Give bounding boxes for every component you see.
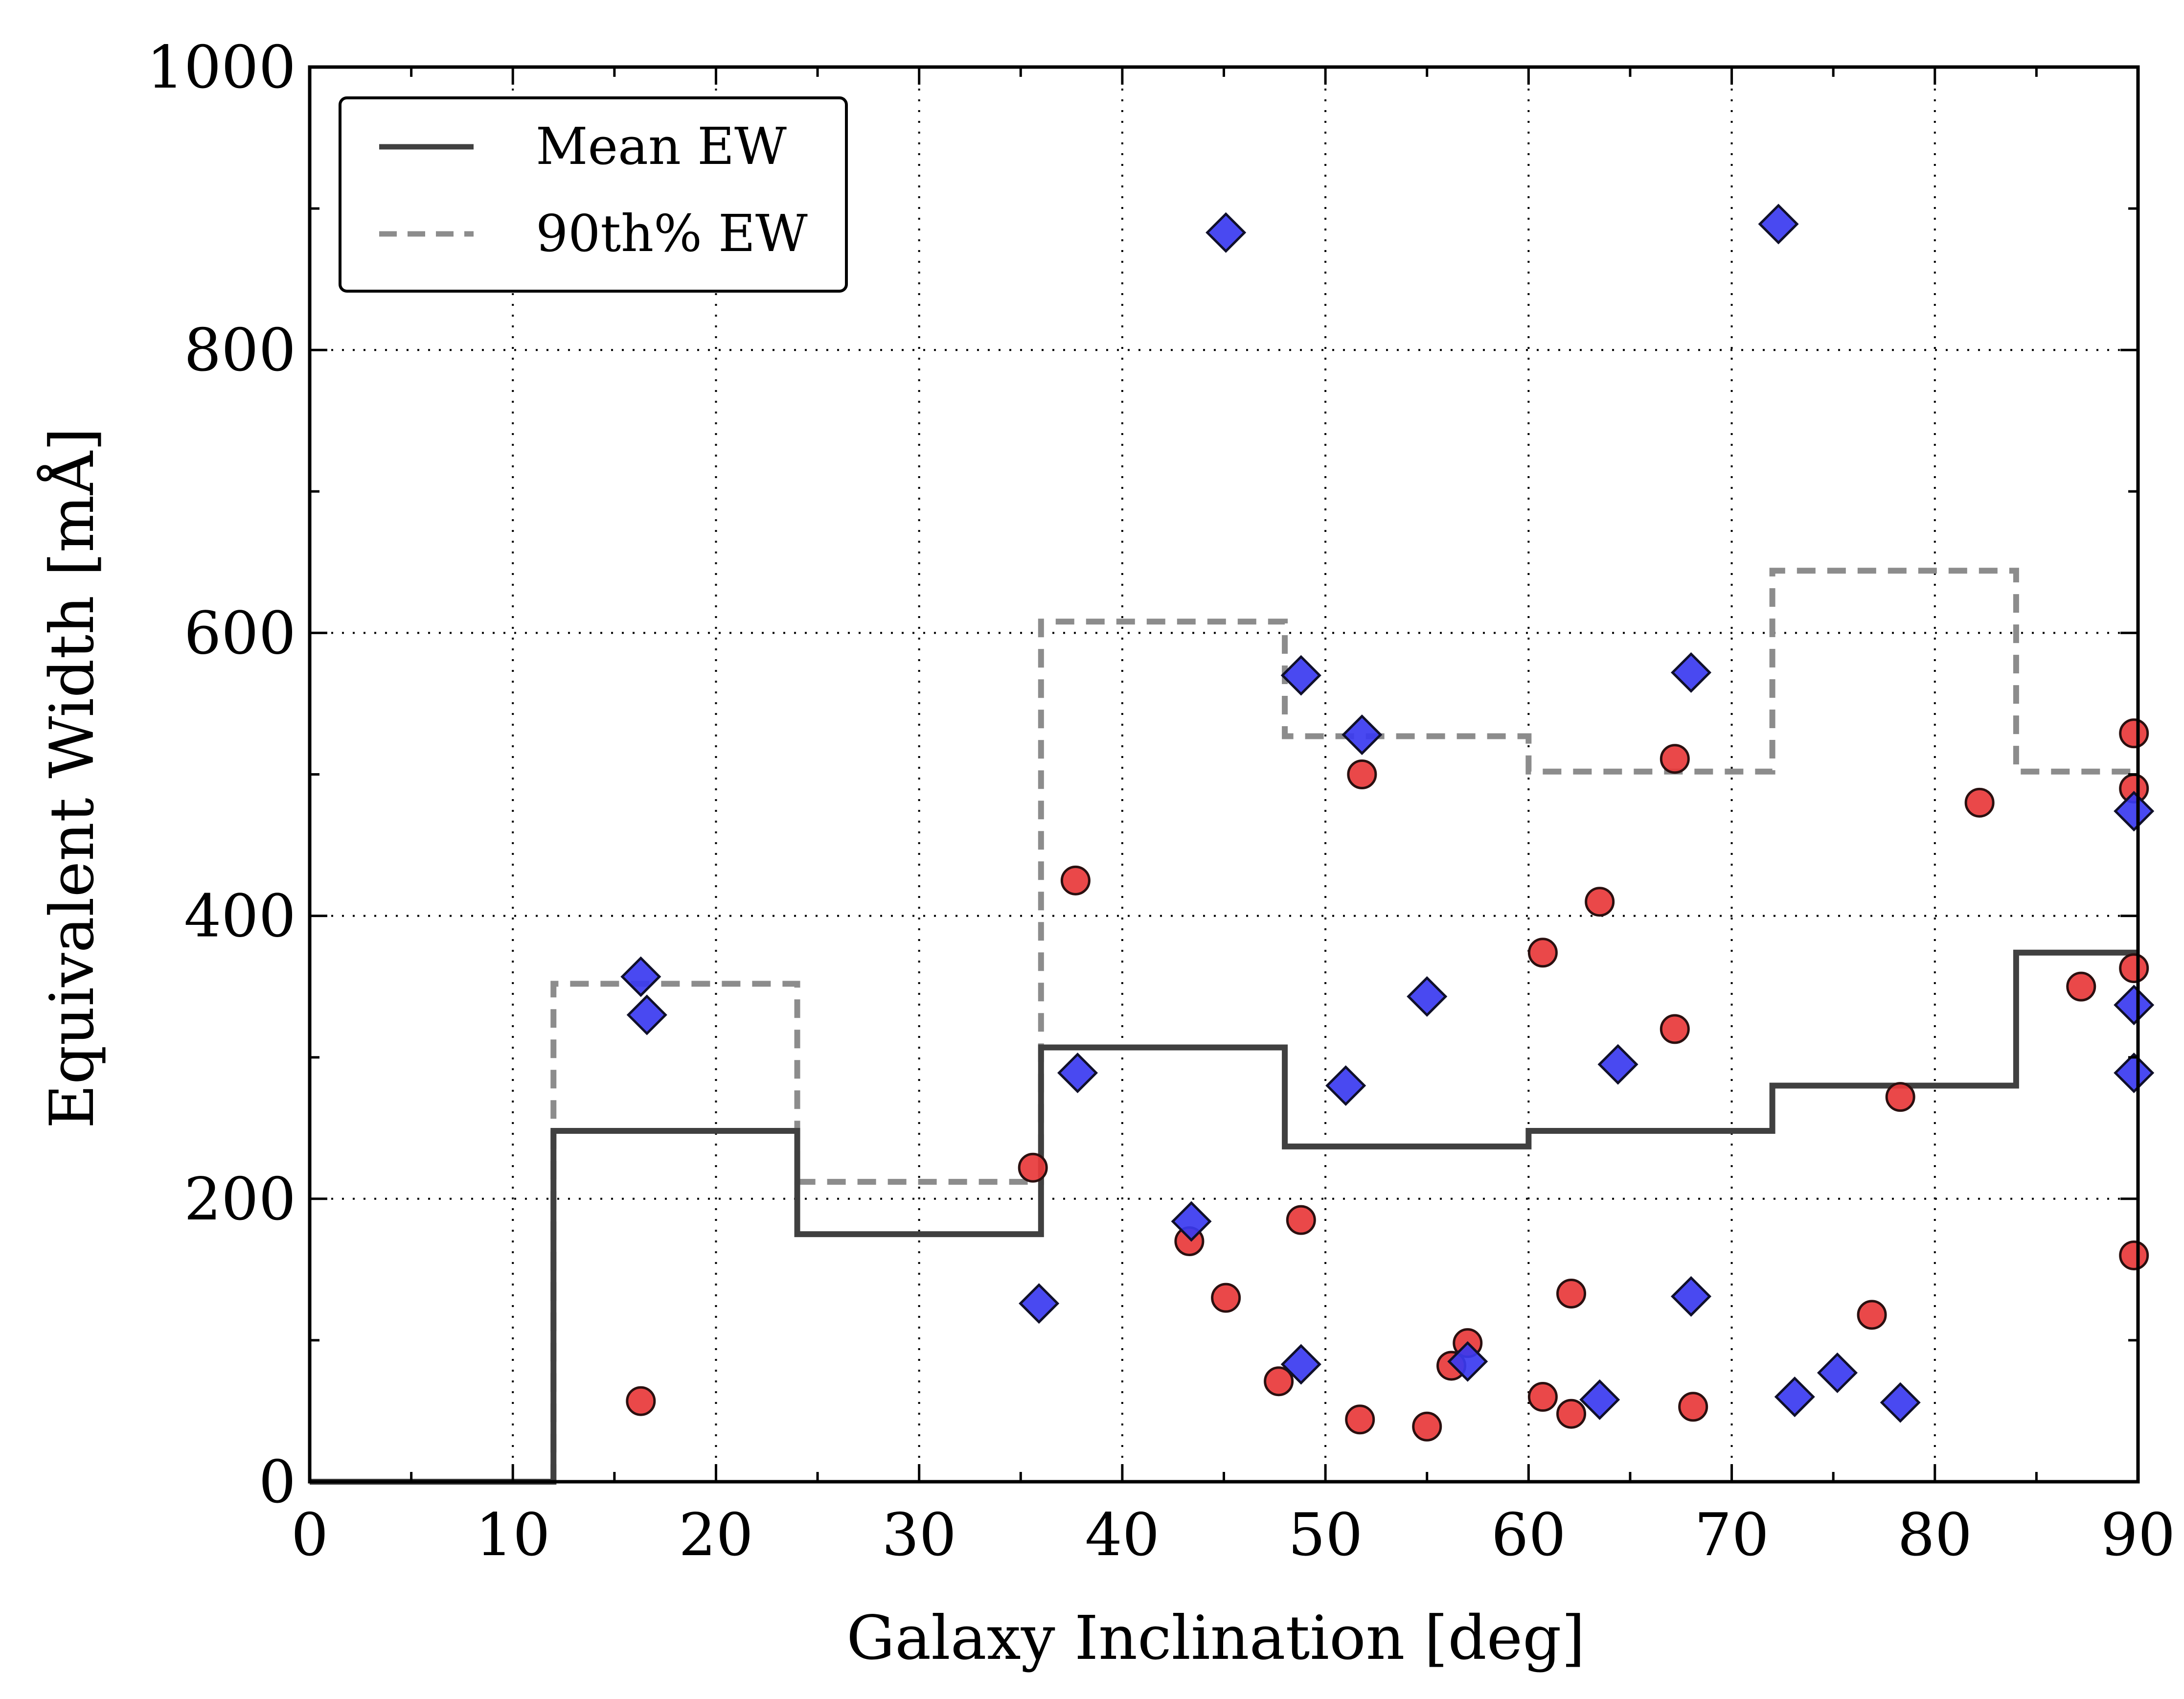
data-point-blue — [1407, 976, 1448, 1017]
x-tick-label: 20 — [679, 1501, 753, 1569]
data-point-blue — [1325, 1065, 1366, 1106]
y-tick-label: 200 — [184, 1166, 296, 1234]
data-point-blue — [1019, 1283, 1060, 1324]
data-point-red — [1660, 1014, 1690, 1044]
data-point-blue — [1880, 1382, 1921, 1423]
data-point-red — [1527, 938, 1558, 968]
data-point-red — [1527, 1382, 1558, 1412]
data-point-red — [2066, 971, 2096, 1002]
data-point-blue — [1447, 1341, 1488, 1382]
x-tick-label: 30 — [882, 1501, 956, 1569]
data-point-blue — [1774, 1377, 1815, 1418]
data-point-blue — [1670, 652, 1712, 693]
data-point-blue — [620, 956, 661, 997]
y-tick-label: 0 — [259, 1448, 296, 1516]
scatter-points — [620, 204, 2155, 1442]
x-tick-label: 80 — [1897, 1501, 1972, 1569]
data-point-blue — [1579, 1379, 1620, 1420]
legend-label-p90: 90th% EW — [536, 204, 808, 263]
data-point-blue — [2114, 985, 2155, 1026]
data-point-red — [1556, 1278, 1587, 1309]
data-point-blue — [626, 994, 667, 1035]
y-axis-label: Equivalent Width [mÅ] — [37, 428, 108, 1129]
step-line-p90 — [310, 568, 2138, 1485]
data-point-red — [1345, 1404, 1375, 1435]
step-line-mean — [310, 949, 2138, 1485]
x-tick-label: 0 — [291, 1501, 328, 1569]
x-tick-label: 10 — [476, 1501, 550, 1569]
y-tick-label: 800 — [184, 317, 296, 385]
y-tick-label: 600 — [184, 599, 296, 667]
x-tick-label: 40 — [1085, 1501, 1160, 1569]
data-point-red — [1264, 1366, 1294, 1397]
legend-label-mean: Mean EW — [536, 116, 787, 176]
x-axis-label: Galaxy Inclination [deg] — [846, 1603, 1585, 1674]
x-tick-label: 70 — [1694, 1501, 1769, 1569]
data-point-blue — [1206, 212, 1247, 253]
data-point-blue — [2114, 1052, 2155, 1094]
data-point-red — [1211, 1283, 1241, 1313]
data-point-blue — [1342, 714, 1383, 756]
data-point-blue — [1057, 1052, 1098, 1094]
data-point-red — [1585, 887, 1615, 917]
data-point-blue — [1597, 1044, 1638, 1085]
data-point-red — [2119, 953, 2149, 984]
data-point-blue — [1817, 1352, 1858, 1393]
legend: Mean EW 90th% EW — [339, 96, 848, 293]
x-tick-label: 90 — [2101, 1501, 2176, 1569]
data-point-red — [1556, 1399, 1587, 1429]
data-point-red — [1412, 1411, 1442, 1442]
data-point-blue — [1670, 1276, 1712, 1317]
data-point-blue — [1280, 1344, 1321, 1385]
data-point-red — [2119, 718, 2149, 749]
data-point-red — [1060, 865, 1091, 895]
data-point-red — [1857, 1300, 1887, 1330]
data-point-red — [1660, 744, 1690, 774]
data-point-red — [1964, 787, 1995, 818]
tick-labels: 0 10 20 30 40 50 60 70 80 90 0 200 400 600 800 1000 — [147, 34, 2176, 1569]
y-tick-label: 400 — [184, 883, 296, 951]
data-point-blue — [1171, 1201, 1212, 1242]
data-point-blue — [1758, 204, 1799, 245]
data-point-blue — [1280, 655, 1321, 696]
y-tick-label: 1000 — [147, 34, 296, 102]
data-point-red — [2119, 1240, 2149, 1270]
data-point-blue — [2114, 791, 2155, 832]
plot-frame — [308, 65, 2140, 1484]
data-point-red — [1678, 1392, 1708, 1422]
data-point-red — [1286, 1205, 1316, 1235]
x-tick-label: 50 — [1288, 1501, 1363, 1569]
data-point-red — [1885, 1082, 1915, 1112]
data-point-red — [626, 1386, 656, 1416]
step-lines — [310, 568, 2138, 1485]
x-tick-label: 60 — [1491, 1501, 1566, 1569]
data-point-red — [1347, 759, 1377, 789]
data-point-red — [1018, 1152, 1048, 1183]
